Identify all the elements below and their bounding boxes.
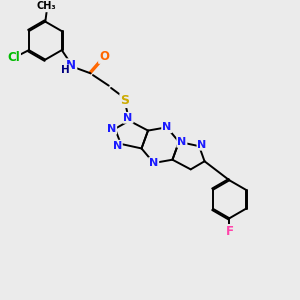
Text: S: S: [120, 94, 129, 107]
Text: N: N: [107, 124, 116, 134]
Text: N: N: [197, 140, 207, 150]
Text: N: N: [177, 137, 187, 147]
Text: N: N: [162, 122, 171, 132]
Text: H: H: [61, 65, 69, 75]
Text: Cl: Cl: [7, 51, 20, 64]
Text: N: N: [149, 158, 158, 168]
Text: N: N: [112, 141, 122, 151]
Text: N: N: [123, 113, 133, 123]
Text: N: N: [66, 59, 76, 72]
Text: O: O: [99, 50, 109, 63]
Text: F: F: [225, 225, 233, 238]
Text: CH₃: CH₃: [37, 2, 57, 11]
